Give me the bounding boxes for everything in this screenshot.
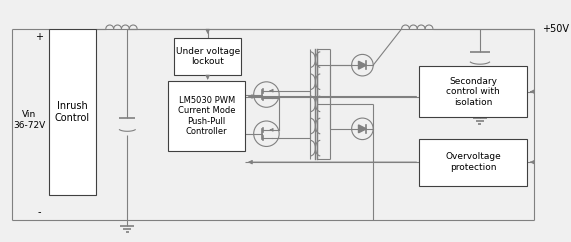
Text: Secondary
control with
isolation: Secondary control with isolation	[446, 77, 500, 106]
Bar	[419, 66, 527, 117]
Text: LM5030 PWM
Current Mode
Push-Pull
Controller: LM5030 PWM Current Mode Push-Pull Contro…	[178, 96, 235, 136]
Bar	[168, 81, 245, 151]
Text: -: -	[38, 207, 41, 217]
Text: Vin
36-72V: Vin 36-72V	[13, 110, 46, 130]
Bar	[419, 139, 527, 186]
Bar	[174, 38, 241, 75]
Text: Inrush
Control: Inrush Control	[55, 101, 90, 123]
Text: +: +	[35, 32, 43, 42]
Bar	[49, 29, 96, 196]
Text: Overvoltage
protection: Overvoltage protection	[445, 152, 501, 172]
Text: Under voltage
lockout: Under voltage lockout	[175, 47, 240, 66]
Polygon shape	[359, 61, 367, 69]
Text: +50V: +50V	[542, 24, 569, 34]
Polygon shape	[359, 125, 367, 133]
